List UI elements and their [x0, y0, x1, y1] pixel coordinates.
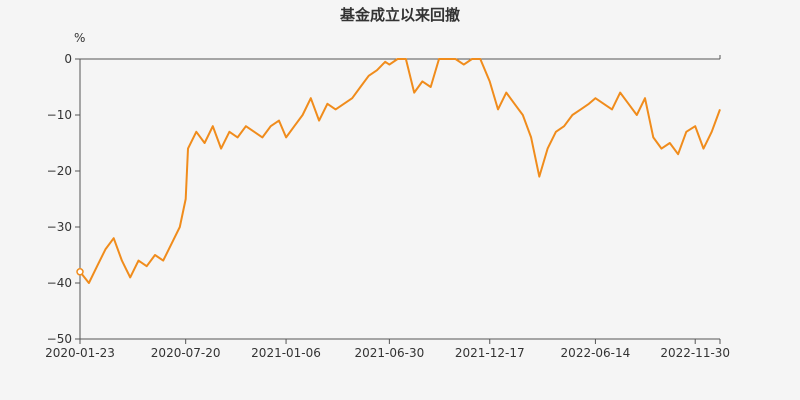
chart-title: 基金成立以来回撤	[339, 6, 460, 24]
x-tick-label: 2021-01-06	[251, 346, 321, 360]
y-tick-label: −30	[47, 220, 72, 234]
x-tick-label: 2020-01-23	[45, 346, 115, 360]
y-axis-ticks: 0 −10 −20 −30 −40 −50	[47, 52, 80, 346]
y-axis-unit-label: %	[74, 31, 85, 45]
start-point-marker	[76, 268, 84, 276]
x-axis-ticks: 2020-01-23 2020-07-20 2021-01-06 2021-06-30…	[45, 55, 730, 360]
x-tick-label: 2022-11-30	[660, 346, 730, 360]
drawdown-line	[79, 58, 721, 284]
y-tick-label: −20	[47, 164, 72, 178]
x-tick-label: 2022-06-14	[561, 346, 631, 360]
y-tick-label: 0	[64, 52, 72, 66]
series-group	[76, 58, 721, 284]
x-tick-label: 2020-07-20	[151, 346, 221, 360]
x-tick-label: 2021-12-17	[455, 346, 525, 360]
x-tick-label: 2021-06-30	[354, 346, 424, 360]
y-tick-label: −40	[47, 276, 72, 290]
y-tick-label: −10	[47, 108, 72, 122]
y-tick-label: −50	[47, 332, 72, 346]
